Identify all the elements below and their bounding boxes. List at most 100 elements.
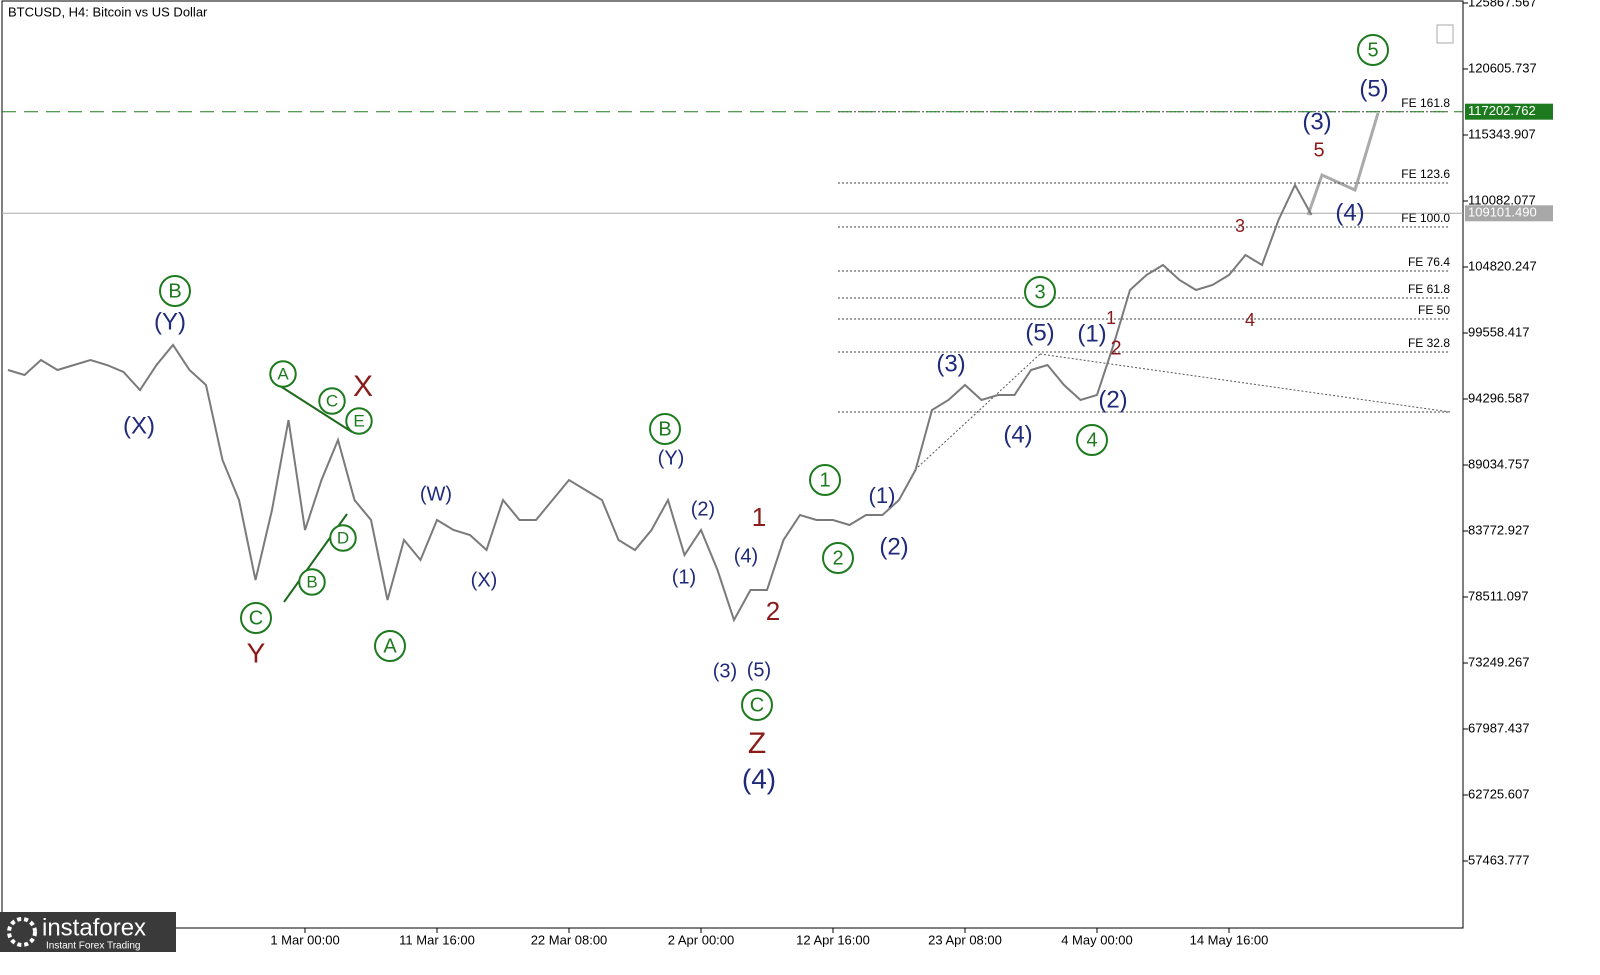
wave-label: 1 [752,502,766,532]
fib-label: FE 100.0 [1401,211,1450,225]
wave-label: A [277,364,289,383]
wave-label: 2 [1110,337,1121,359]
fib-label: FE 32.8 [1408,336,1450,350]
trend-line [276,383,353,433]
wave-label: B [306,572,317,591]
x-tick-label: 14 May 16:00 [1190,932,1269,947]
wave-label: 2 [766,596,780,626]
wave-label: Z [748,727,766,760]
wave-label: (4) [1003,421,1032,448]
wave-circle [374,630,406,662]
wave-label: (4) [1335,199,1364,226]
x-tick-label: 2 Apr 00:00 [668,932,735,947]
wave-label: (3) [936,350,965,377]
x-tick-label: 1 Mar 00:00 [270,932,339,947]
y-tick-label: 62725.607 [1468,786,1529,801]
y-tick-label: 78511.097 [1468,588,1529,603]
wave-label: B [658,418,671,440]
wave-label: 5 [1313,139,1324,161]
wave-label: (5) [1359,75,1388,102]
wave-label: (2) [879,533,908,560]
y-tick-label: 125867.567 [1468,0,1537,9]
wave-circle [1024,276,1056,308]
wave-label: E [353,411,364,430]
wave-label: (X) [471,569,498,591]
y-tick-label: 83772.927 [1468,522,1529,537]
logo-brand: instaforex [42,914,146,941]
y-tick-label: 104820.247 [1468,258,1537,273]
wave-label: (W) [420,483,452,505]
y-tick-label: 89034.757 [1468,456,1529,471]
logo-icon [7,917,37,947]
wave-label: 4 [1086,429,1097,451]
wave-label: X [353,370,373,403]
wave-circle [822,542,854,574]
y-tick-label: 94296.587 [1468,390,1529,405]
wave-label: 4 [1245,310,1255,330]
wave-label: 1 [1106,308,1116,328]
x-tick-label: 12 Apr 16:00 [796,932,870,947]
wave-circle [318,387,346,415]
wave-label: 1 [819,469,830,491]
wave-label: (X) [123,412,155,439]
fib-label: FE 123.6 [1401,167,1450,181]
y-tick-label: 120605.737 [1468,60,1537,75]
price-tag-label: 109101.490 [1468,205,1537,220]
wave-label: A [383,635,397,657]
x-tick-label: 22 Mar 08:00 [531,932,608,947]
fib-label: FE 50 [1418,303,1450,317]
wave-label: (4) [742,763,776,794]
wave-label: (Y) [154,308,186,335]
wave-circle [809,464,841,496]
wave-circle [345,407,373,435]
wave-circle [1076,424,1108,456]
x-tick-label: 11 Mar 16:00 [399,932,475,947]
y-tick-label: 115343.907 [1468,126,1536,141]
forecast-path [1306,112,1380,216]
logo: instaforex Instant Forex Trading [0,912,176,952]
wave-label: (Y) [658,447,685,469]
y-tick-label: 110082.077 [1468,192,1536,207]
wave-circle [240,602,272,634]
logo-tagline: Instant Forex Trading [46,941,141,952]
panel-icon[interactable] [1436,24,1454,44]
x-tick-label: 4 May 00:00 [1061,932,1133,947]
y-tick-label: 67987.437 [1468,720,1529,735]
wave-circle [269,360,297,388]
wave-label: 2 [832,547,843,569]
wave-circle [741,689,773,721]
wave-label: 3 [1235,216,1245,236]
wave-label: (2) [691,498,715,520]
wave-label: C [750,694,764,716]
wave-circle [649,413,681,445]
x-tick-label: 23 Apr 08:00 [928,932,1002,947]
wave-label: (5) [1025,319,1054,346]
y-tick-label: 73249.267 [1468,654,1529,669]
fib-label: FE 161.8 [1401,96,1450,110]
wave-label: (3) [1302,108,1331,135]
price-tag [1465,205,1553,222]
fib-label: FE 61.8 [1408,282,1450,296]
wave-label: (1) [1077,320,1106,347]
wave-circle [1357,34,1389,66]
wave-label: Y [247,637,266,668]
wave-label: (1) [869,483,896,508]
wave-label: 3 [1034,281,1045,303]
wave-circle [329,524,357,552]
fib-label: FE 76.4 [1408,255,1450,269]
y-tick-label: 99558.417 [1468,324,1529,339]
wave-label: B [168,280,181,302]
price-tag-label: 117202.762 [1468,103,1536,118]
wave-label: C [249,607,263,629]
wave-label: (5) [747,659,771,681]
wave-circle [298,568,326,596]
wave-label: (2) [1098,386,1127,413]
wave-label: (4) [734,545,758,567]
wave-label: C [326,391,338,410]
price-line-series [7,182,1313,623]
chart-title: BTCUSD, H4: Bitcoin vs US Dollar [8,4,208,19]
wave-label: D [337,528,349,547]
logo-box [0,912,176,952]
